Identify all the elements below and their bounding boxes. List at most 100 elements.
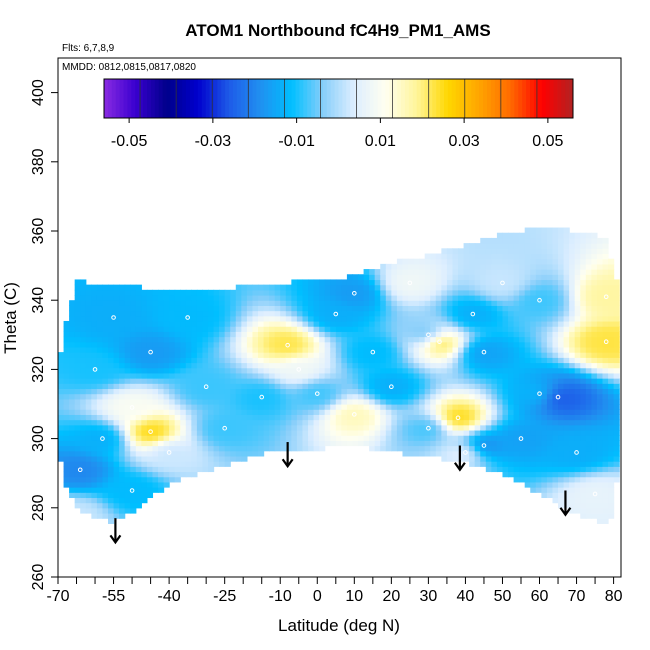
- heatmap-cell: [602, 357, 609, 364]
- heatmap-cell: [374, 289, 381, 296]
- heatmap-cell: [80, 346, 87, 353]
- heatmap-cell: [369, 346, 376, 353]
- heatmap-cell: [296, 331, 304, 338]
- heatmap-cell: [508, 414, 515, 421]
- heatmap-cell: [146, 455, 154, 462]
- heatmap-cell: [413, 346, 420, 353]
- x-tick-label: -25: [213, 588, 236, 605]
- heatmap-cell: [574, 320, 581, 327]
- heatmap-cell: [552, 424, 559, 431]
- heatmap-cell: [596, 497, 604, 504]
- heatmap-cell: [63, 471, 70, 478]
- heatmap-cell: [546, 310, 554, 317]
- colorbar-segment: [459, 79, 465, 118]
- heatmap-cell: [608, 409, 615, 415]
- heatmap-cell: [519, 237, 526, 244]
- heatmap-cell: [574, 435, 581, 441]
- heatmap-cell: [474, 279, 481, 286]
- heatmap-cell: [146, 466, 154, 473]
- heatmap-cell: [508, 315, 515, 322]
- heatmap-cell: [135, 315, 142, 322]
- heatmap-cell: [313, 336, 320, 343]
- heatmap-cell: [552, 481, 559, 488]
- heatmap-cell: [408, 378, 415, 384]
- heatmap-cell: [374, 393, 381, 400]
- heatmap-cell: [485, 284, 492, 291]
- heatmap-cell: [263, 440, 270, 447]
- heatmap-cell: [80, 310, 87, 317]
- heatmap-cell: [524, 357, 531, 364]
- heatmap-cell: [535, 450, 542, 457]
- heatmap-cell: [363, 367, 370, 374]
- heatmap-cell: [108, 362, 115, 369]
- heatmap-cell: [285, 300, 292, 306]
- heatmap-cell: [258, 445, 265, 452]
- heatmap-cell: [469, 284, 476, 291]
- heatmap-cell: [535, 440, 542, 447]
- heatmap-cell: [308, 409, 315, 415]
- heatmap-cell: [435, 419, 442, 426]
- heatmap-cell: [502, 284, 509, 291]
- heatmap-cell: [302, 414, 309, 421]
- heatmap-cell: [558, 398, 565, 405]
- heatmap-cell: [252, 284, 259, 291]
- heatmap-cell: [135, 388, 142, 395]
- heatmap-cell: [430, 326, 437, 332]
- heatmap-cell: [224, 440, 231, 447]
- heatmap-cell: [546, 253, 554, 260]
- heatmap-cell: [513, 341, 520, 348]
- heatmap-cell: [330, 429, 337, 436]
- colorbar-segment: [444, 79, 449, 118]
- heatmap-cell: [369, 315, 376, 322]
- heatmap-cell: [130, 507, 137, 514]
- heatmap-cell: [608, 315, 615, 322]
- heatmap-cell: [380, 383, 387, 390]
- heatmap-cell: [580, 243, 587, 249]
- heatmap-cell: [169, 388, 176, 395]
- heatmap-cell: [185, 305, 192, 312]
- heatmap-cell: [69, 378, 76, 384]
- heatmap-cell: [63, 476, 70, 483]
- heatmap-cell: [324, 414, 331, 421]
- heatmap-cell: [102, 388, 109, 395]
- heatmap-cell: [558, 487, 565, 493]
- heatmap-cell: [235, 372, 242, 379]
- heatmap-cell: [413, 289, 420, 296]
- heatmap-cell: [458, 393, 465, 400]
- heatmap-cell: [608, 445, 615, 452]
- heatmap-cell: [463, 383, 470, 390]
- heatmap-cell: [374, 398, 381, 405]
- heatmap-cell: [74, 310, 81, 317]
- heatmap-cell: [535, 367, 542, 374]
- heatmap-cell: [135, 450, 142, 457]
- heatmap-cell: [191, 445, 198, 452]
- heatmap-cell: [385, 398, 392, 405]
- heatmap-cell: [574, 336, 581, 343]
- heatmap-cell: [485, 300, 492, 306]
- heatmap-cell: [402, 435, 409, 441]
- heatmap-cell: [563, 471, 570, 478]
- heatmap-cell: [235, 346, 242, 353]
- sample-point: [129, 488, 135, 493]
- heatmap-cell: [135, 362, 142, 369]
- heatmap-cell: [585, 263, 592, 270]
- heatmap-cell: [102, 429, 109, 436]
- heatmap-cell: [130, 455, 137, 462]
- heatmap-cell: [358, 352, 365, 358]
- heatmap-cell: [563, 315, 570, 322]
- heatmap-cell: [552, 450, 559, 457]
- heatmap-cell: [96, 300, 104, 306]
- heatmap-cell: [441, 320, 448, 327]
- heatmap-cell: [580, 284, 587, 291]
- heatmap-cell: [419, 331, 426, 338]
- heatmap-cell: [513, 263, 520, 270]
- heatmap-cell: [169, 445, 176, 452]
- colorbar-segment: [569, 79, 574, 118]
- heatmap-cell: [569, 289, 576, 296]
- heatmap-cell: [274, 404, 281, 410]
- heatmap-cell: [196, 398, 204, 405]
- heatmap-cell: [252, 424, 259, 431]
- heatmap-cell: [580, 466, 587, 473]
- heatmap-cell: [274, 320, 281, 327]
- colorbar-segment: [553, 79, 558, 118]
